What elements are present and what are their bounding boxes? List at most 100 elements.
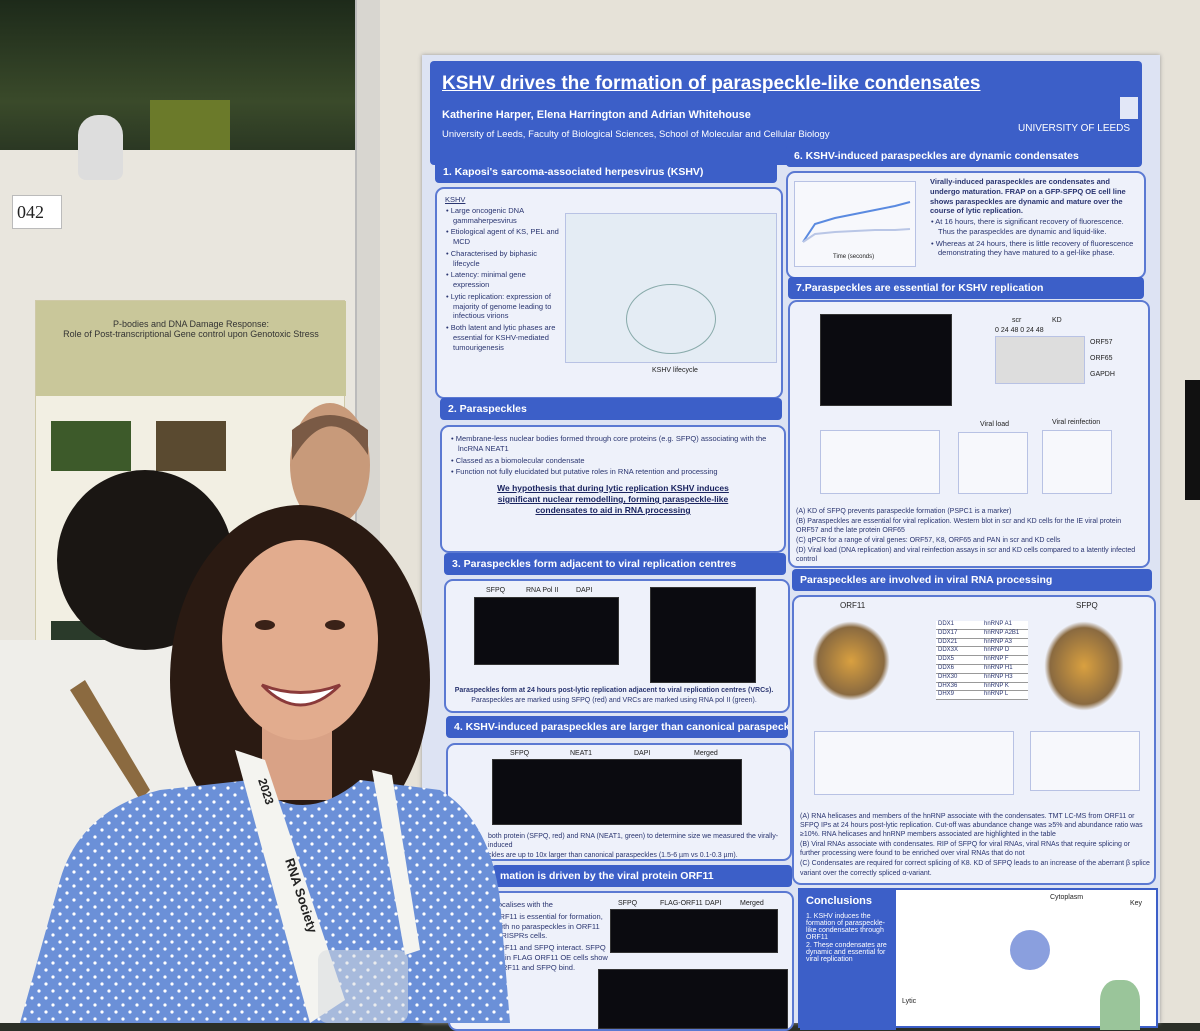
microscopy-strip [610, 909, 778, 953]
text-list: (A) KD of SFPQ prevents paraspeckle form… [796, 506, 1141, 566]
text-line: (D) Viral load (DNA replication) and vir… [796, 547, 1136, 564]
bag-strap [70, 680, 150, 800]
panel-label: SFPQ [486, 587, 506, 594]
poster: KSHV drives the formation of paraspeckle… [422, 55, 1160, 1031]
network-label: ORF11 [840, 601, 866, 610]
section-box: Time (seconds) Virally-induced paraspeck… [786, 171, 1146, 279]
panel-label: SFPQ [618, 900, 638, 907]
section-box: scr KD 0 24 48 0 24 48 ORF57 ORF65 GAPDH… [788, 300, 1150, 568]
network-label: SFPQ [1076, 601, 1098, 610]
text-list: (A) RNA helicases and members of the hnR… [800, 811, 1150, 879]
bullet: -localises with the [494, 900, 608, 910]
table-row: DDX17 hnRNP A2B1 [936, 629, 1028, 639]
hall-sign [150, 100, 230, 150]
text-list: At 16 hours, there is significant recove… [930, 217, 1140, 258]
chart-title: Viral load [980, 421, 1010, 428]
rip-chart [814, 731, 1014, 795]
text-list: 1. KSHV induces the formation of paraspe… [806, 913, 890, 963]
blot-band: ORF65 [1090, 355, 1113, 362]
table-cell: DHX30 [938, 673, 958, 680]
blot-band: ORF57 [1090, 339, 1113, 346]
interaction-network [1044, 621, 1124, 711]
section-text: Virally-induced paraspeckles are condens… [930, 177, 1140, 260]
bullet: Etiological agent of KS, PEL and MCD [451, 227, 563, 247]
table-cell: hnRNP L [984, 691, 1009, 698]
microscopy-strip [598, 969, 788, 1029]
poster-title: KSHV drives the formation of paraspeckle… [442, 73, 981, 94]
section-heading: 4. KSHV-induced paraspeckles are larger … [446, 716, 788, 738]
blot-group: scr [1012, 317, 1022, 324]
section-label: KSHV [445, 195, 466, 204]
frap-plot [802, 201, 911, 243]
side-poster-subtitle: Role of Post-transcriptional Gene contro… [63, 329, 319, 339]
panel-label: DAPI [705, 900, 722, 907]
blot-group: KD [1052, 317, 1062, 324]
glass [318, 950, 408, 1023]
institution: UNIVERSITY OF LEEDS [1018, 123, 1131, 134]
x-axis-label: Time (seconds) [833, 254, 875, 260]
qpcr-chart [820, 430, 940, 494]
blot-band: GAPDH [1090, 371, 1115, 378]
bystander-hair [292, 415, 368, 460]
frap-curve [802, 201, 911, 243]
person-smile [260, 683, 342, 707]
table-cell: DDX6 [938, 664, 955, 671]
hypothesis: We hypothesis that during lytic replicat… [497, 483, 729, 516]
table-cell: hnRNP H1 [984, 664, 1013, 671]
figure-note: Paraspeckles are marked using SFPQ (red)… [471, 697, 757, 705]
table-row: DDX6 hnRNP H1 [936, 664, 1028, 674]
section-heading: Conclusions [806, 895, 873, 907]
person-face [222, 540, 378, 740]
text-list: Membrane-less nuclear bodies formed thro… [450, 434, 776, 477]
text-line: (B) Paraspeckles are essential for viral… [796, 518, 1122, 535]
table-row: DDX21 hnRNP A3 [936, 638, 1028, 648]
panel-label: RNA Pol II [526, 587, 559, 594]
table-cell: hnRNP K [984, 682, 1009, 689]
bullet: ORF11 is essential for formation, with n… [494, 912, 608, 941]
section-heading: Paraspeckles are involved in viral RNA p… [792, 569, 1152, 591]
diagram-label: Lytic [902, 998, 917, 1005]
bullet: Characterised by biphasic lifecycle [451, 249, 563, 269]
bullet: Membrane-less nuclear bodies formed thro… [456, 434, 776, 454]
diagram-label: Cytoplasm [1050, 894, 1084, 901]
interaction-network [812, 621, 890, 701]
table-cell: hnRNP D [984, 647, 1010, 654]
section-heading: mation is driven by the viral protein OR… [492, 865, 792, 887]
panel-label: Merged [694, 750, 718, 757]
panel-label: DAPI [576, 587, 593, 594]
side-poster-title: P-bodies and DNA Damage Response: [112, 319, 270, 329]
panel-label: SFPQ [510, 750, 530, 757]
person-eye [255, 620, 275, 630]
spotlight [78, 115, 123, 180]
text-line: (C) qPCR for a range of viral genes: ORF… [796, 537, 1061, 545]
text-line: both protein (SFPQ, red) and RNA (NEAT1,… [488, 833, 779, 850]
text-list: Large oncogenic DNA gammaherpesvirusEtio… [445, 206, 563, 353]
bullet: At 16 hours, there is significant recove… [935, 217, 1140, 237]
bar-chart [1042, 430, 1112, 494]
figure-caption: KSHV lifecycle [652, 367, 698, 374]
lanyard [372, 770, 420, 955]
western-blot [995, 336, 1085, 384]
bullet: Lytic replication: expression of majorit… [451, 292, 563, 321]
section-box: SFPQ RNA Pol II DAPI Paraspeckles form a… [444, 579, 790, 713]
section-text: Virally-induced paraspeckles are condens… [930, 177, 1126, 216]
bullet: Both latent and lytic phases are essenti… [451, 323, 563, 352]
table-cell: hnRNP A2B1 [984, 629, 1020, 636]
text-line: (C) Condensates are required for correct… [800, 860, 1150, 877]
protein-table: DDX1 hnRNP A1 DDX17 hnRNP A2B1 DDX21 hnRNP A3… [936, 621, 1028, 701]
text-line: 1. KSHV induces the formation of paraspe… [806, 913, 885, 941]
table-cell: DDX17 [938, 629, 958, 636]
table-cell: DDX5 [938, 656, 955, 663]
section-box: Membrane-less nuclear bodies formed thro… [440, 425, 786, 553]
section-heading: 7.Paraspeckles are essential for KSHV re… [788, 277, 1144, 299]
figure-text: Paraspeckles form at 24 hours post-lytic… [454, 685, 774, 706]
text-line: (B) Viral RNAs associate with condensate… [800, 841, 1131, 858]
table-row: DDX1 hnRNP A1 [936, 621, 1028, 630]
bullet: ORF11 and SFPQ interact. SFPQ IP in FLAG… [494, 943, 608, 972]
side-figure [156, 421, 226, 471]
frap-chart: Time (seconds) [794, 181, 916, 267]
bullet: Classed as a biomolecular condensate [456, 456, 776, 466]
microscopy-grid [820, 314, 952, 406]
